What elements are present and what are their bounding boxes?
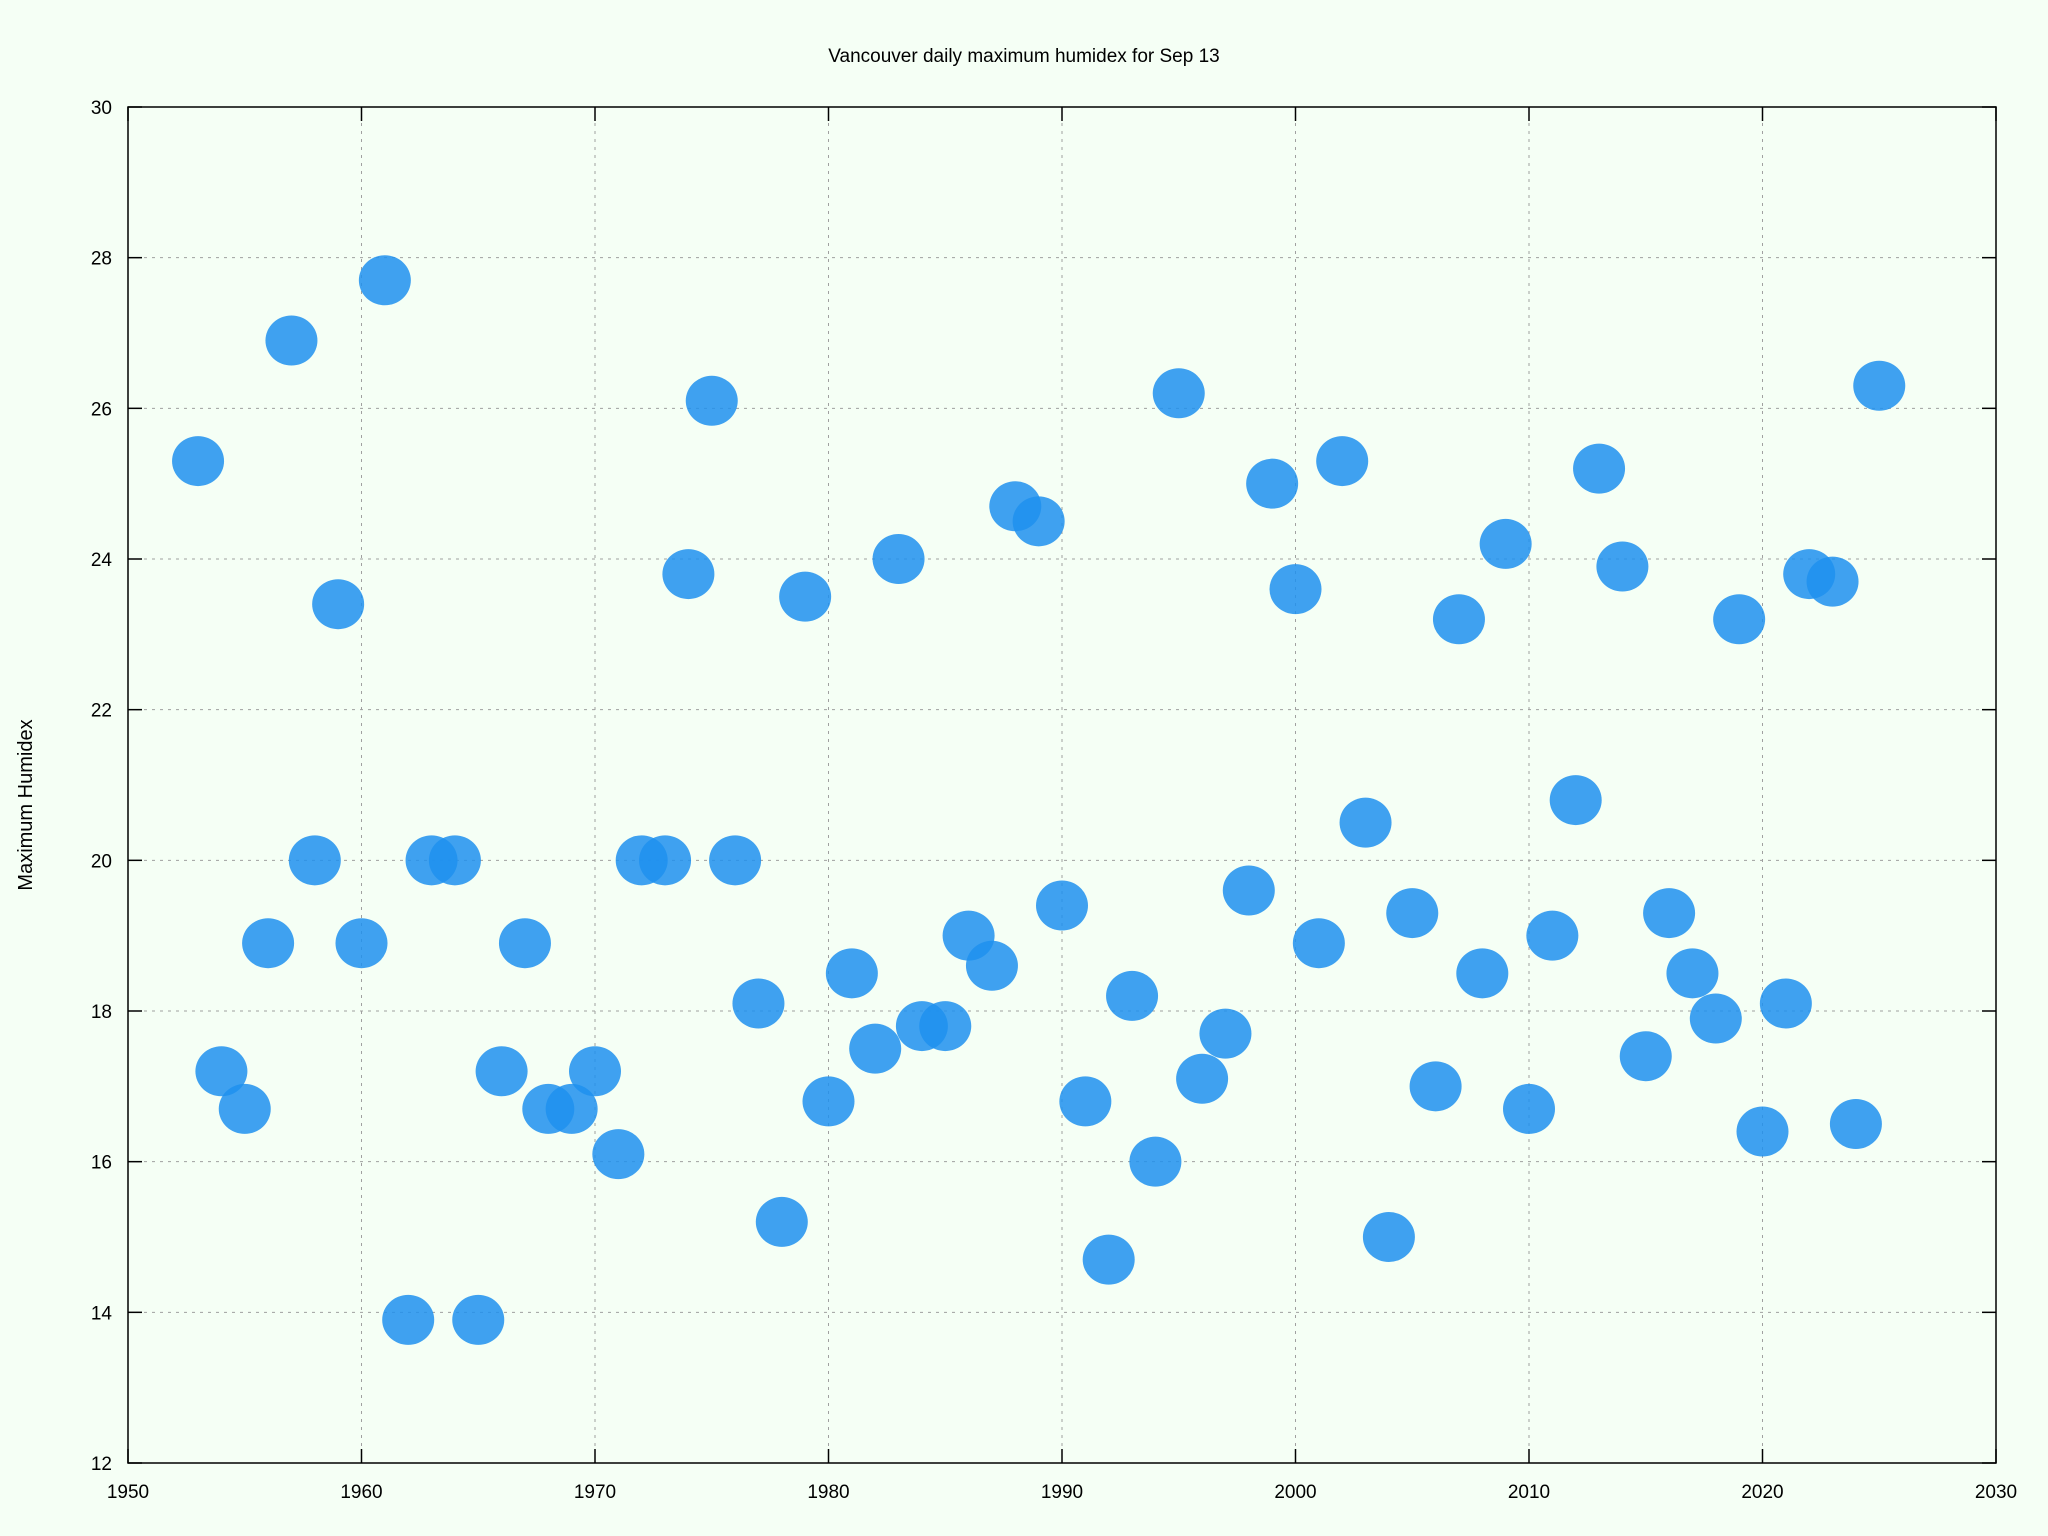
data-point <box>1269 564 1322 615</box>
data-point <box>382 1294 435 1345</box>
data-point <box>849 1023 902 1074</box>
data-point <box>1456 948 1509 999</box>
data-point <box>1129 1136 1182 1187</box>
data-point <box>288 835 341 886</box>
data-point <box>662 549 715 600</box>
data-point <box>1713 594 1766 645</box>
data-point <box>498 918 551 969</box>
data-point <box>1199 1008 1252 1059</box>
x-tick-label: 1980 <box>807 1482 849 1503</box>
data-points <box>172 255 1906 1345</box>
data-point <box>452 1294 505 1345</box>
data-point <box>755 1196 808 1247</box>
data-point <box>195 1046 248 1097</box>
data-point <box>1596 541 1649 592</box>
x-tick-label: 2030 <box>1975 1482 2017 1503</box>
data-point <box>1222 865 1275 916</box>
data-point <box>1479 518 1532 569</box>
plot-frame <box>127 106 1997 1464</box>
x-tick-label: 1970 <box>574 1482 616 1503</box>
data-point <box>1362 1212 1415 1262</box>
data-point <box>802 1076 855 1127</box>
data-point <box>1386 888 1439 939</box>
axes: 1950 1960 1970 1980 1990 2000 2010 2020 20301214… <box>91 98 2017 1503</box>
y-tick-label: 12 <box>91 1454 112 1475</box>
data-point <box>1643 888 1696 939</box>
y-tick-label: 20 <box>91 851 112 872</box>
data-point <box>545 1083 598 1134</box>
data-point <box>335 918 388 969</box>
data-point <box>1432 594 1485 645</box>
data-point <box>1666 948 1719 999</box>
grid-lines <box>128 107 1996 1463</box>
data-point <box>639 835 692 886</box>
data-point <box>569 1046 621 1097</box>
y-tick-label: 16 <box>91 1153 112 1174</box>
data-point <box>1106 970 1159 1021</box>
y-axis-label: Maximum Humidex <box>15 719 37 890</box>
data-point <box>1549 775 1602 826</box>
data-point <box>732 978 785 1029</box>
data-point <box>1736 1106 1789 1157</box>
data-point <box>242 918 295 969</box>
data-point <box>1152 368 1205 419</box>
data-point <box>1246 458 1299 509</box>
data-point <box>779 571 832 622</box>
data-point <box>1526 910 1579 961</box>
x-tick-label: 1950 <box>107 1482 149 1503</box>
data-point <box>358 255 411 306</box>
y-tick-label: 26 <box>91 399 112 420</box>
data-point <box>1853 360 1906 411</box>
data-point <box>919 1001 972 1052</box>
data-point <box>592 1129 645 1180</box>
x-tick-label: 2020 <box>1741 1482 1783 1503</box>
data-point <box>1292 918 1345 969</box>
data-point <box>1012 496 1065 547</box>
x-tick-label: 2010 <box>1508 1482 1550 1503</box>
data-point <box>172 436 225 487</box>
data-point <box>825 948 878 999</box>
y-tick-label: 30 <box>91 98 112 119</box>
chart-title: Vancouver daily maximum humidex for Sep … <box>828 46 1219 67</box>
x-tick-label: 2000 <box>1274 1482 1316 1503</box>
data-point <box>428 835 481 886</box>
data-point <box>1573 443 1626 494</box>
data-point <box>475 1046 528 1097</box>
x-tick-label: 1990 <box>1041 1482 1083 1503</box>
y-tick-label: 22 <box>91 701 112 722</box>
data-point <box>1689 993 1742 1044</box>
data-point <box>872 534 925 584</box>
data-point <box>1036 880 1088 931</box>
data-point <box>965 940 1018 991</box>
data-point <box>1316 436 1369 487</box>
data-point <box>709 835 762 886</box>
y-tick-label: 18 <box>91 1002 112 1023</box>
data-point <box>1059 1076 1112 1127</box>
data-point <box>1409 1061 1462 1112</box>
y-tick-label: 14 <box>91 1303 113 1324</box>
x-tick-label: 1960 <box>340 1482 382 1503</box>
data-point <box>265 315 318 366</box>
y-tick-label: 28 <box>91 249 112 270</box>
data-point <box>1759 978 1812 1029</box>
data-point <box>1503 1083 1555 1134</box>
data-point <box>218 1083 271 1134</box>
data-point <box>1176 1053 1229 1104</box>
data-point <box>1619 1031 1672 1082</box>
y-tick-label: 24 <box>91 550 113 571</box>
data-point <box>1829 1099 1882 1149</box>
data-point <box>685 375 738 426</box>
data-point <box>1339 797 1392 848</box>
data-point <box>1806 556 1859 607</box>
data-point <box>312 579 365 630</box>
data-point <box>1082 1234 1135 1285</box>
